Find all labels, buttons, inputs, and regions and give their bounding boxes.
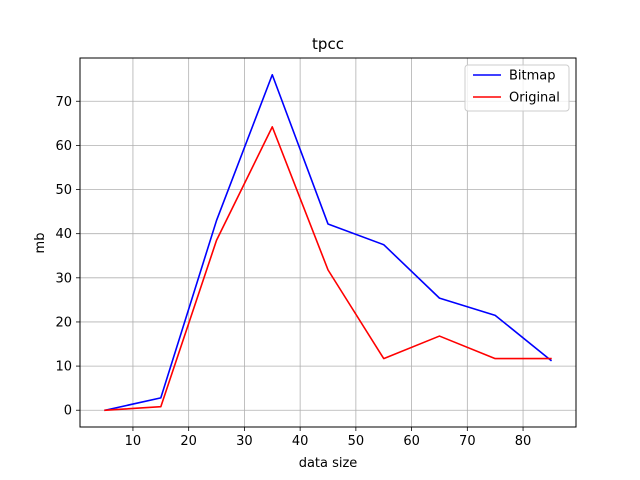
y-tick-label: 60 [55,139,72,154]
series-lines [104,73,553,412]
x-tick-label: 30 [236,434,253,449]
x-tick-label: 40 [292,434,309,449]
legend-box [464,64,570,112]
x-tick-label: 70 [459,434,476,449]
series-line-original [104,126,552,412]
x-tick-label: 60 [403,434,420,449]
chart-title: tpcc [312,35,344,53]
axis-ticks: 10 20 30 40 50 60 70 80 0 10 20 30 40 50 60 70 [55,95,531,449]
y-tick-label: 30 [55,271,72,286]
y-tick-label: 20 [55,315,72,330]
plot-frame [79,57,577,428]
x-tick-label: 80 [515,434,532,449]
x-tick-label: 50 [348,434,365,449]
x-tick-label: 10 [125,434,142,449]
legend-label: Original [509,91,560,106]
legend: Bitmap Original [464,64,570,112]
grid-lines [80,58,576,427]
y-tick-label: 10 [55,360,72,375]
x-tick-label: 20 [180,434,197,449]
y-tick-label: 0 [64,404,72,419]
x-axis-label: data size [299,456,358,471]
y-tick-label: 70 [55,95,72,110]
series-line-bitmap [104,73,553,412]
y-axis-label: mb [33,233,48,254]
legend-label: Bitmap [509,69,556,84]
y-tick-label: 40 [55,227,72,242]
y-tick-label: 50 [55,183,72,198]
